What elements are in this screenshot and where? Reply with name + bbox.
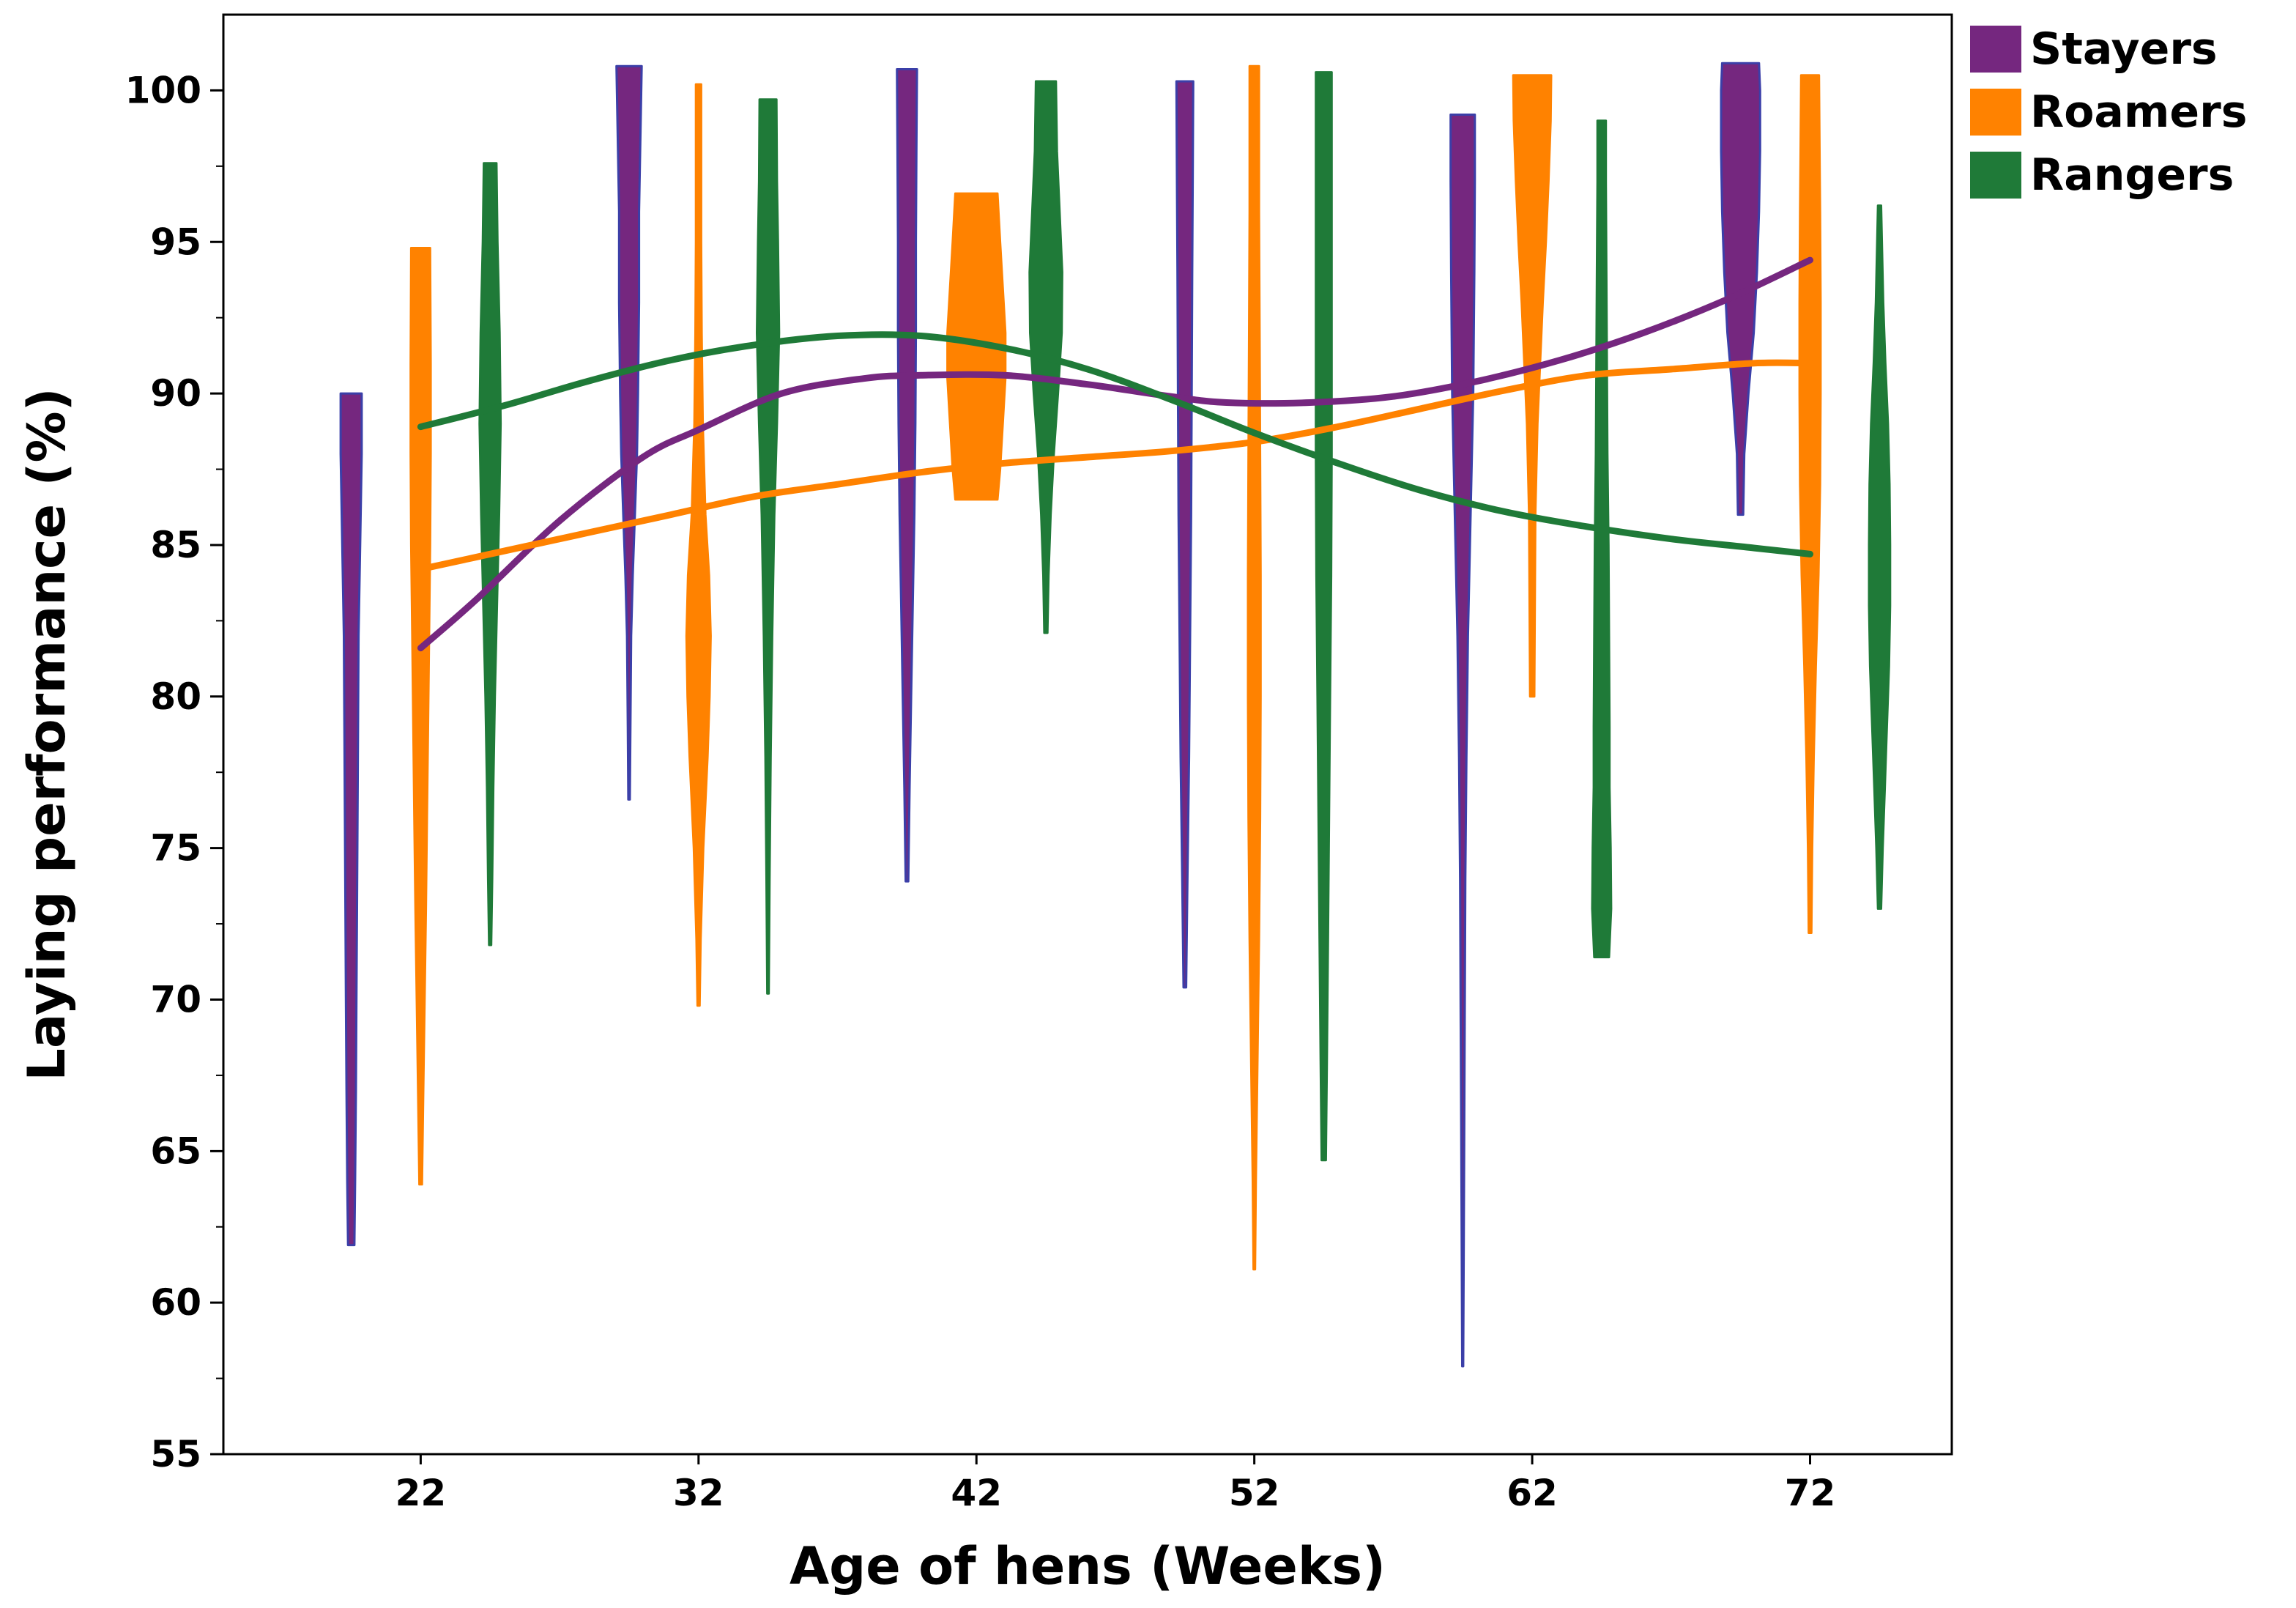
violin-stayers-week-22 [339,392,363,1247]
y-tick-label-85: 85 [150,524,201,566]
y-tick-label-95: 95 [150,221,201,263]
y-tick-label-75: 75 [150,827,201,870]
x-tick-label-22: 22 [395,1472,447,1514]
violin-stayers-week-32 [615,64,643,801]
violin-rangers-week-62 [1591,119,1613,959]
y-tick-label-65: 65 [150,1130,201,1172]
trend-line-stayers [417,256,1813,652]
legend-swatch-roamers [1970,89,2021,136]
y-tick-label-100: 100 [125,69,201,111]
y-tick-label-90: 90 [150,372,201,415]
violin-roamers-week-52 [1247,64,1262,1271]
x-tick-label-52: 52 [1229,1472,1280,1514]
legend: Stayers Roamers Rangers [1970,23,2247,201]
violin-roamers-week-32 [685,83,712,1007]
x-axis-title: Age of hens (Weeks) [790,1536,1386,1596]
x-tick-label-62: 62 [1506,1472,1558,1514]
trend-line-roamers [417,359,1813,573]
x-axis: 22 32 42 52 62 72 [395,1454,1836,1514]
violin-stayers-week-72 [1720,62,1761,516]
legend-swatch-rangers [1970,152,2021,199]
violin-stayers-week-62 [1449,114,1476,1368]
violin-stayers-week-52 [1175,80,1195,989]
trend-lines-layer [417,256,1813,652]
legend-label-rangers: Rangers [2030,149,2234,201]
legend-label-stayers: Stayers [2030,23,2218,75]
y-tick-label-60: 60 [150,1281,201,1324]
violin-rangers-week-32 [756,98,781,995]
x-tick-label-32: 32 [673,1472,724,1514]
y-axis: 55 60 65 70 75 80 85 90 95 100 [125,69,223,1475]
plot-frame [222,13,1953,1456]
x-tick-label-72: 72 [1785,1472,1836,1514]
y-tick-label-80: 80 [150,675,201,718]
violin-roamers-week-42 [946,192,1007,501]
violin-roamers-week-72 [1798,74,1822,934]
violin-rangers-week-52 [1315,71,1333,1162]
legend-swatch-stayers [1970,26,2021,73]
violins-layer [339,62,1892,1368]
violin-rangers-week-72 [1868,204,1892,910]
y-axis-title: Laying performance (%) [17,388,77,1081]
violin-roamers-week-22 [409,247,432,1186]
y-tick-label-70: 70 [150,978,201,1020]
legend-label-roamers: Roamers [2030,86,2247,138]
trend-line-rangers [417,331,1813,557]
x-tick-label-42: 42 [951,1472,1002,1514]
y-tick-label-55: 55 [150,1433,201,1475]
